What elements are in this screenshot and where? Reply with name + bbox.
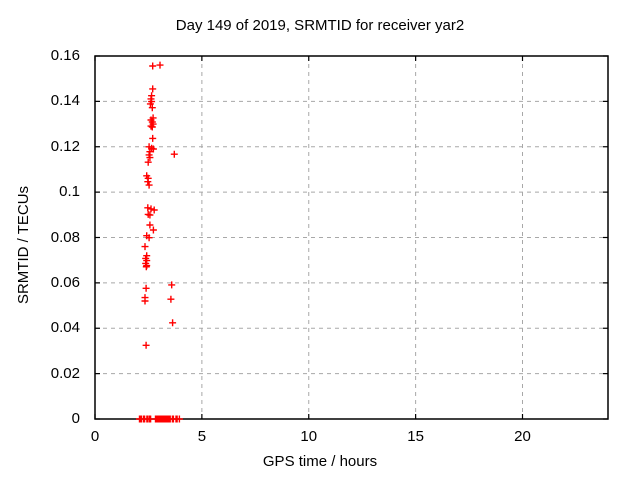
x-tick-label: 20 bbox=[514, 428, 531, 445]
y-tick-label: 0.16 bbox=[50, 47, 80, 64]
y-tick-label: 0.06 bbox=[50, 273, 80, 291]
x-tick-label: 5 bbox=[197, 428, 207, 445]
y-tick-label: 0.02 bbox=[50, 364, 80, 382]
x-tick-label: 10 bbox=[300, 428, 318, 445]
x-tick-label: 15 bbox=[407, 428, 424, 445]
y-tick-label: 0.14 bbox=[50, 92, 80, 110]
x-tick-label: 0 bbox=[90, 428, 100, 445]
y-tick-label: 0 bbox=[71, 410, 80, 427]
x-axis-label: GPS time / hours bbox=[262, 453, 378, 470]
y-tick-label: 0.1 bbox=[59, 183, 80, 201]
y-tick-label: 0.04 bbox=[50, 319, 80, 337]
scatter-points-srmtid bbox=[136, 61, 183, 423]
chart-title: Day 149 of 2019, SRMTID for receiver yar… bbox=[175, 17, 465, 34]
y-tick-label: 0.08 bbox=[50, 228, 80, 246]
y-tick-label: 0.12 bbox=[50, 137, 80, 155]
